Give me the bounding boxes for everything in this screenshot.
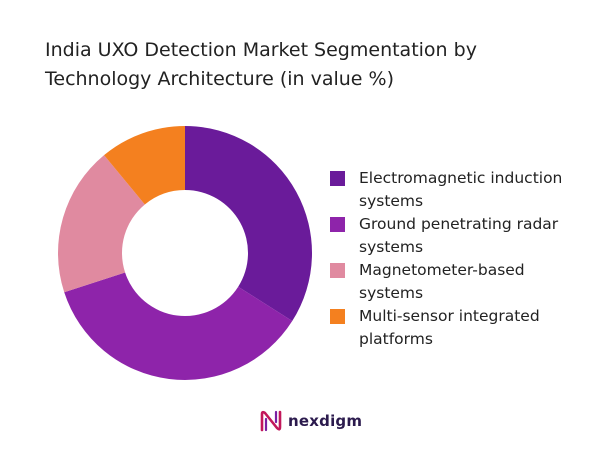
legend-item-ground-penetrating-radar: Ground penetrating radar systems xyxy=(330,213,605,259)
donut-slice-magnetometer-based-systems xyxy=(58,155,145,293)
legend-swatch xyxy=(330,263,345,278)
nexdigm-logo-icon xyxy=(260,410,282,432)
chart-legend: Electromagnetic induction systems Ground… xyxy=(330,167,605,351)
chart-title-line-2: Technology Architecture (in value %) xyxy=(45,68,395,90)
legend-item-magnetometer-based: Magnetometer-based systems xyxy=(330,259,605,305)
legend-label-line: Multi-sensor integrated xyxy=(359,307,540,325)
legend-label-line: systems xyxy=(359,238,424,256)
legend-swatch xyxy=(330,309,345,324)
legend-swatch xyxy=(330,217,345,232)
legend-swatch xyxy=(330,171,345,186)
legend-label-line: systems xyxy=(359,284,424,302)
brand-logo: nexdigm xyxy=(259,407,362,435)
legend-item-multi-sensor-integrated: Multi-sensor integrated platforms xyxy=(330,305,605,351)
legend-label-line: Electromagnetic induction xyxy=(359,169,563,187)
legend-label-line: Ground penetrating radar xyxy=(359,215,559,233)
chart-title: India UXO Detection Market Segmentation … xyxy=(45,36,585,94)
chart-title-line-1: India UXO Detection Market Segmentation … xyxy=(45,39,477,61)
legend-label-line: platforms xyxy=(359,330,433,348)
donut-slice-electromagnetic-induction-systems xyxy=(185,126,312,322)
legend-label: Electromagnetic induction systems xyxy=(359,167,604,213)
legend-label-line: Magnetometer-based xyxy=(359,261,525,279)
legend-label: Ground penetrating radar systems xyxy=(359,213,604,259)
brand-name: nexdigm xyxy=(288,412,363,430)
donut-slice-ground-penetrating-radar-systems xyxy=(64,272,293,380)
donut-slices xyxy=(58,126,312,380)
legend-item-electromagnetic-induction: Electromagnetic induction systems xyxy=(330,167,605,213)
legend-label: Magnetometer-based systems xyxy=(359,259,604,305)
legend-label: Multi-sensor integrated platforms xyxy=(359,305,604,351)
legend-label-line: systems xyxy=(359,192,424,210)
donut-slice-multi-sensor-integrated-platforms xyxy=(104,126,185,205)
